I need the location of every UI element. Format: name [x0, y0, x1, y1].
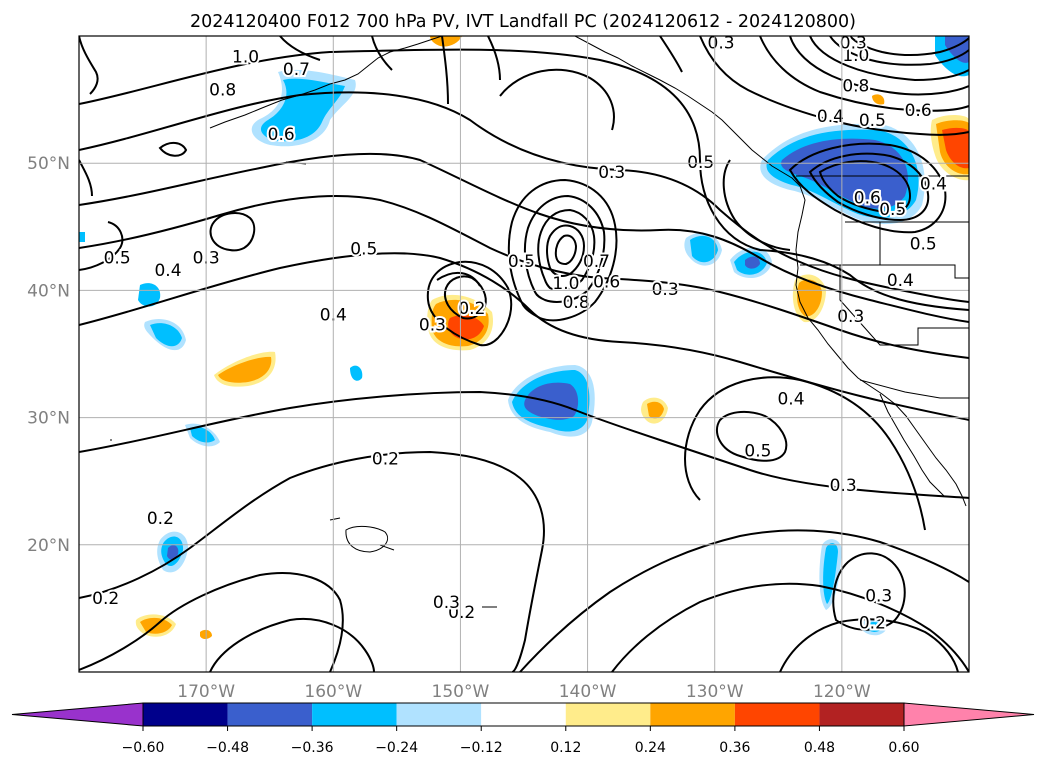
latitude-tick-label: 50°N [27, 154, 70, 174]
shade-aleutian-negative [251, 69, 356, 147]
colorbar-segment [396, 703, 482, 726]
contour-label: 0.5 [910, 234, 937, 254]
north-america-west-coast [795, 185, 967, 507]
contour-label: 0.6 [905, 101, 932, 121]
coastlines [110, 36, 969, 608]
shade-gulf-alaska-negative [760, 123, 925, 225]
contour-label: 0.6 [593, 272, 620, 292]
colorbar-tick-label: −0.12 [460, 740, 503, 756]
latitude-tick-label: 30°N [27, 409, 70, 429]
colorbar-tick-label: −0.60 [122, 740, 165, 756]
contour-label: 0.8 [842, 77, 869, 97]
contour-label: 0.3 [433, 593, 460, 613]
contour-label: 0.5 [859, 111, 886, 131]
longitude-tick-label: 160°W [304, 682, 362, 702]
colorbar-tick-label: 0.36 [719, 740, 750, 756]
colorbar-segment [734, 703, 820, 726]
map-frame [78, 35, 970, 673]
alaska-southeast-coast [574, 36, 801, 187]
colorbar-segment [650, 703, 735, 726]
contour-label: 0.3 [598, 163, 625, 183]
island-2 [379, 544, 395, 551]
colorbar-frame [142, 702, 905, 727]
contour-label: 1.0 [232, 47, 259, 67]
contour-labels: 0.31.00.80.70.60.40.5 0.50.40.30.20.51.00… [90, 33, 949, 635]
contour-label: 0.2 [458, 299, 485, 319]
contour-label: 0.5 [879, 200, 906, 220]
colorbar: −0.60 −0.48 −0.36 −0.24 −0.12 0.12 0.24 0.36 0.4… [11, 702, 1035, 756]
contour-label: 0.5 [508, 252, 535, 272]
latitude-tick-label: 40°N [27, 281, 70, 301]
state-border-4 [839, 265, 969, 346]
colorbar-segment [565, 703, 651, 726]
latitude-labels: 20°N 30°N 40°N 50°N [27, 154, 70, 556]
colorbar-segment [227, 703, 313, 726]
colorbar-tick-label: 0.24 [635, 740, 666, 756]
contour-label: 0.4 [887, 271, 914, 291]
mexico-border [859, 379, 969, 399]
contour-label: 0.4 [154, 261, 181, 281]
contour-label: 0.7 [283, 60, 310, 80]
contour-label: 0.3 [837, 307, 864, 327]
contour-label: 0.4 [920, 175, 947, 195]
longitude-tick-label: 130°W [686, 682, 744, 702]
colorbar-segment [481, 703, 566, 726]
colorbar-tick-label: 0.12 [550, 740, 581, 756]
contour-label: 0.8 [209, 80, 236, 100]
contour-label: 0.3 [840, 33, 867, 53]
colorbar-tick-label: −0.24 [375, 740, 418, 756]
colorbar-segment [143, 703, 228, 726]
shade-small-negative [79, 36, 969, 636]
contour-label: 0.3 [865, 587, 892, 607]
colorbar-tick-label: 0.48 [804, 740, 835, 756]
colorbar-extend-high [903, 702, 1035, 727]
contour-label: 0.5 [744, 442, 771, 462]
contour-label: 0.6 [854, 189, 881, 209]
longitude-tick-label: 170°W [177, 682, 235, 702]
colorbar-extend-low [11, 702, 144, 727]
contour-label: 0.5 [350, 239, 377, 259]
gridlines [79, 36, 969, 672]
colorbar-segment [312, 703, 397, 726]
pv-contours [79, 36, 969, 672]
latitude-tick-label: 20°N [27, 536, 70, 556]
colorbar-tick-label: 0.60 [888, 740, 919, 756]
longitude-tick-label: 120°W [813, 682, 871, 702]
contour-label: 0.2 [92, 589, 119, 609]
contour-label: 0.2 [859, 613, 886, 633]
contour-label: 1.0 [842, 46, 869, 66]
contour-label: 0.2 [448, 603, 475, 623]
contour-label: 0.4 [817, 107, 844, 127]
island-4 [329, 517, 341, 521]
longitude-tick-label: 140°W [559, 682, 617, 702]
contour-label: 0.2 [147, 509, 174, 529]
island-1 [345, 525, 389, 553]
contour-label: 0.6 [268, 125, 295, 145]
longitude-tick-label: 150°W [432, 682, 490, 702]
contour-label: 0.7 [583, 252, 610, 272]
contour-label: 0.3 [830, 476, 857, 496]
alaska-peninsula-coast [209, 36, 443, 129]
contour-label: 0.8 [563, 293, 590, 313]
contour-label: 0.5 [104, 248, 131, 268]
contour-label: 0.4 [777, 390, 804, 410]
baja-california [879, 393, 945, 497]
contour-label: 0.2 [372, 449, 399, 469]
state-border-2 [800, 264, 969, 279]
longitude-labels: 170°W 160°W 150°W 140°W 130°W 120°W [177, 682, 871, 702]
figure-title: 2024120400 F012 700 hPa PV, IVT Landfall… [190, 12, 856, 32]
contour-label: 1.0 [552, 274, 579, 294]
map-panel: 0.31.00.80.70.60.40.5 0.50.40.30.20.51.00… [78, 33, 970, 673]
contour-label: 0.3 [419, 316, 446, 336]
colorbar-tick-label: −0.48 [206, 740, 249, 756]
colorbar-segment [819, 703, 904, 726]
colorbar-tick-label: −0.36 [291, 740, 334, 756]
